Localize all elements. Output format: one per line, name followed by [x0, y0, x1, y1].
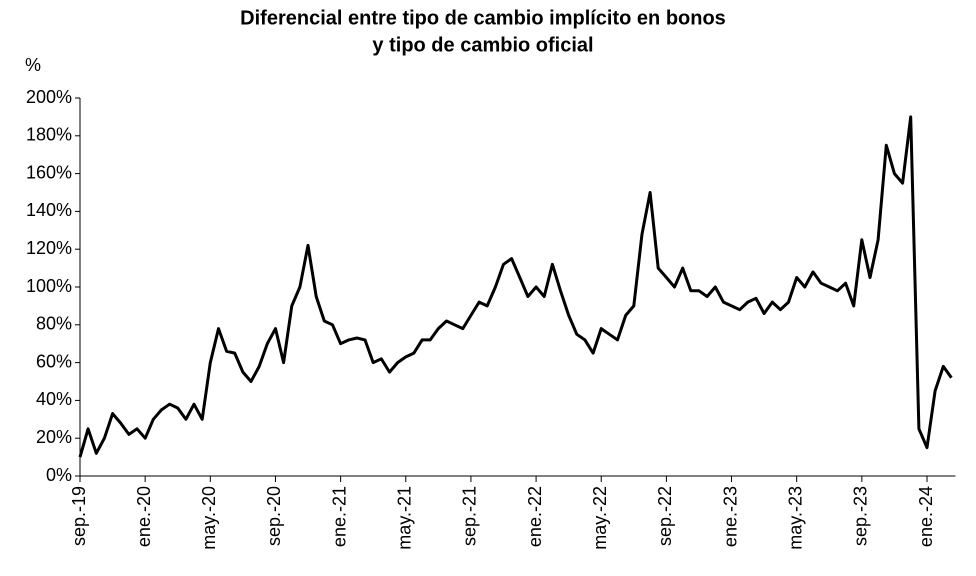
x-tick-label: sep.-20 [264, 486, 284, 546]
y-tick-label: 160% [26, 162, 72, 182]
y-tick-label: 120% [26, 238, 72, 258]
y-tick-label: 140% [26, 200, 72, 220]
y-tick-label: 180% [26, 125, 72, 145]
x-tick-label: may.-21 [395, 486, 415, 550]
x-tick-label: ene.-23 [720, 486, 740, 547]
chart-title: Diferencial entre tipo de cambio implíci… [240, 7, 726, 29]
x-tick-label: sep.-19 [69, 486, 89, 546]
x-tick-label: ene.-20 [134, 486, 154, 547]
y-axis-label: % [25, 55, 41, 75]
y-tick-label: 80% [36, 314, 72, 334]
x-tick-label: may.-23 [785, 486, 805, 550]
y-tick-label: 20% [36, 427, 72, 447]
y-tick-label: 200% [26, 87, 72, 107]
x-tick-label: may.-20 [199, 486, 219, 550]
x-tick-label: sep.-23 [851, 486, 871, 546]
x-tick-label: sep.-21 [460, 486, 480, 546]
y-tick-label: 0% [46, 465, 72, 485]
y-tick-label: 40% [36, 389, 72, 409]
x-tick-label: ene.-22 [525, 486, 545, 547]
x-tick-label: sep.-22 [655, 486, 675, 546]
x-tick-label: ene.-21 [329, 486, 349, 547]
x-tick-label: ene.-24 [916, 486, 936, 547]
x-tick-label: may.-22 [590, 486, 610, 550]
chart-title: y tipo de cambio oficial [372, 34, 593, 56]
y-tick-label: 100% [26, 276, 72, 296]
y-tick-label: 60% [36, 351, 72, 371]
data-line [78, 115, 953, 458]
